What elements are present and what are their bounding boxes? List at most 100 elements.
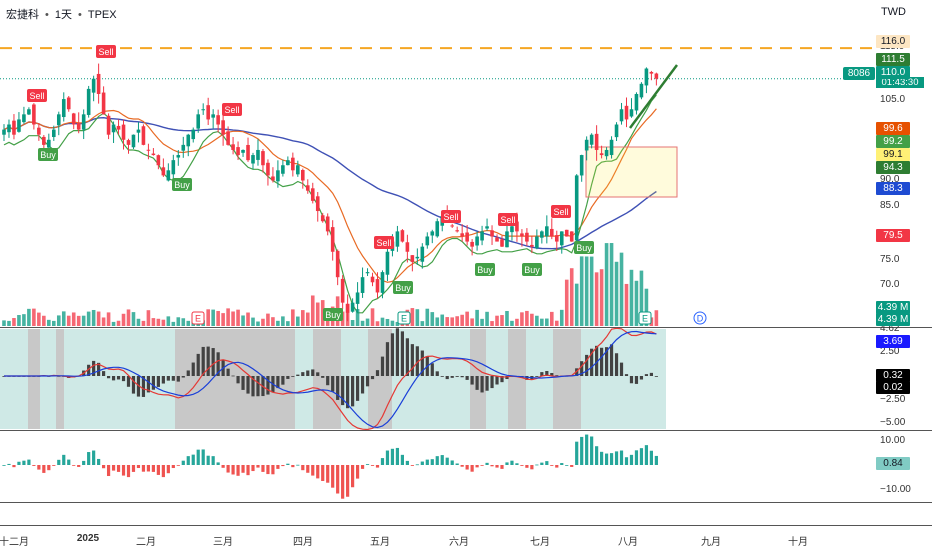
oscillator-bar (455, 463, 459, 465)
oscillator-bar (624, 457, 629, 465)
interval[interactable]: 1天 (54, 9, 72, 21)
oscillator-bar (236, 465, 240, 476)
separator: • (45, 9, 49, 21)
candle-body (146, 149, 151, 151)
symbol-header: 宏捷科 • 1天 • TPEX (6, 6, 117, 22)
volume-bar (236, 309, 240, 326)
macd-histogram-bar (191, 362, 195, 376)
macd-shade (553, 329, 581, 429)
sell-signal-bg (551, 205, 571, 218)
price-tag: 116.0 (876, 35, 910, 48)
volume-bar (136, 318, 141, 326)
highlight-box (585, 146, 678, 198)
price-tag: 0.84 (876, 457, 910, 470)
macd-histogram-bar (415, 346, 419, 376)
oscillator-bar (57, 459, 61, 465)
volume-bar (380, 317, 385, 326)
volume-bar (221, 313, 225, 326)
oscillator-bar (540, 462, 544, 465)
volume-bar (654, 310, 659, 326)
candle-body (395, 231, 400, 247)
oscillator-bar (301, 465, 305, 471)
macd-histogram-bar (355, 376, 360, 401)
sell-signal-label: Sell (29, 91, 44, 101)
candle-body (101, 92, 106, 115)
candle-body (579, 155, 584, 176)
sell-signal: Sell (222, 103, 242, 116)
oscillator-bar (495, 465, 499, 468)
candle-body (654, 73, 659, 79)
price-tag: 0.02 (876, 381, 910, 394)
candle-body (52, 129, 56, 138)
candle-body (47, 139, 51, 148)
countdown-tag: 01:43:30 (876, 77, 924, 88)
macd-histogram-bar (619, 362, 624, 376)
dividend-marker-label: D (697, 314, 704, 324)
candle-body (191, 129, 196, 140)
volume-bar (171, 321, 176, 326)
volume-bar (101, 317, 106, 326)
volume-bar (32, 308, 36, 326)
candle-body (330, 227, 335, 252)
macd-histogram-bar (535, 376, 539, 377)
candle-body (515, 221, 519, 232)
oscillator-bar (206, 455, 210, 465)
oscillator-bar (181, 460, 185, 465)
candle-body (540, 231, 544, 238)
macd-histogram-bar (440, 376, 444, 377)
axis-tick-label: −2.50 (880, 394, 906, 405)
volume-bar (425, 308, 430, 326)
candle-body (246, 144, 250, 161)
candle-body (480, 231, 484, 241)
macd-histogram-bar (241, 376, 245, 390)
candle-body (405, 242, 410, 252)
separator: • (77, 9, 82, 21)
supertrend-line (3, 94, 657, 314)
oscillator-bar (629, 454, 634, 465)
oscillator-bar (530, 465, 534, 470)
oscillator-bar (42, 465, 46, 473)
macd-histogram-bar (644, 374, 649, 376)
oscillator-bar (510, 460, 514, 465)
macd-histogram-bar (490, 376, 494, 389)
candle-body (171, 160, 176, 175)
price-tag: 94.3 (876, 161, 910, 174)
candle-body (7, 124, 11, 133)
buy-signal-bg (323, 308, 343, 321)
oscillator-bar (355, 465, 360, 479)
candle-body (420, 246, 425, 262)
macd-histogram-bar (256, 376, 260, 397)
volume-bar (52, 320, 56, 326)
macd-histogram-bar (121, 376, 126, 382)
oscillator-bar (2, 465, 6, 466)
oscillator-bar (27, 459, 31, 465)
buy-signal-bg (475, 263, 495, 276)
candle-body (17, 119, 21, 132)
candle-body (485, 226, 489, 229)
candle-body (410, 255, 415, 262)
candle-body (500, 239, 504, 247)
candle-body (221, 120, 225, 135)
candle-body (81, 114, 86, 130)
oscillator-bar (480, 465, 484, 466)
candle-body (535, 236, 539, 249)
oscillator-bar (634, 450, 639, 465)
volume-bar (574, 283, 579, 326)
candle-body (365, 272, 370, 274)
volume-bar (355, 309, 360, 326)
oscillator-bar (156, 465, 160, 475)
candle-body (649, 71, 654, 74)
volume-bar (619, 252, 624, 326)
oscillator-bar (92, 450, 96, 465)
candle-body (261, 151, 265, 166)
volume-bar (490, 321, 494, 326)
currency-label[interactable]: TWD (880, 6, 906, 18)
price-tag: 111.5 (876, 53, 910, 66)
macd-histogram-bar (495, 376, 499, 385)
oscillator-bar (281, 465, 285, 467)
macd-histogram-bar (420, 350, 424, 376)
volume-bar (86, 311, 91, 326)
volume-bar (81, 315, 86, 326)
volume-bar (301, 310, 305, 326)
